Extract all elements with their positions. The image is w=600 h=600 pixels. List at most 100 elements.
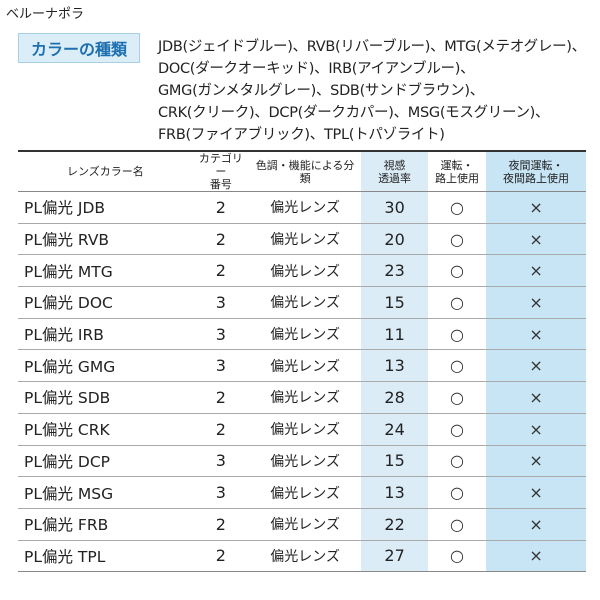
cell-type: 偏光レンズ (248, 318, 362, 351)
color-list: JDB(ジェイドブルー)、RVB(リバーブルー)、MTG(メテオグレー)、 DO… (158, 36, 598, 146)
color-list-line: DOC(ダークオーキッド)、IRB(アイアンブルー)、 (158, 61, 475, 77)
color-types-badge: カラーの種類 (18, 33, 140, 63)
cell-night-use: × (486, 286, 586, 319)
cell-category: 2 (192, 540, 249, 573)
cell-road-use: ○ (427, 191, 487, 224)
cell-visible-transmittance: 22 (361, 508, 428, 541)
cell-category: 3 (192, 476, 249, 509)
cell-night-use: × (486, 445, 586, 478)
cell-visible-transmittance: 28 (361, 381, 428, 414)
cell-lens-name: PL偏光 JDB (18, 191, 193, 224)
cell-category: 3 (192, 318, 249, 351)
cell-night-use: × (486, 413, 586, 446)
cell-category: 2 (192, 254, 249, 288)
cell-lens-name: PL偏光 SDB (18, 381, 193, 414)
cell-night-use: × (486, 254, 586, 288)
cell-night-use: × (486, 508, 586, 541)
header-road-line1: 運転・ (440, 158, 474, 172)
color-list-line: FRB(ファイアブリック)、TPL(トパゾライト) (158, 127, 445, 143)
table-row: PL偏光 FRB 2 偏光レンズ 22 ○ × (18, 508, 586, 541)
cell-lens-name: PL偏光 IRB (18, 318, 193, 351)
cell-night-use: × (486, 191, 586, 224)
header-night-line2: 夜間路上使用 (503, 171, 570, 185)
header-night-line1: 夜間運転・ (508, 158, 564, 172)
table-row: PL偏光 GMG 3 偏光レンズ 13 ○ × (18, 349, 586, 383)
cell-visible-transmittance: 15 (361, 445, 428, 478)
cell-category: 3 (192, 349, 249, 383)
header-night-use: 夜間運転・ 夜間路上使用 (486, 150, 586, 192)
cell-type: 偏光レンズ (248, 445, 362, 478)
header-category-line2: 番号 (209, 178, 232, 191)
cell-night-use: × (486, 476, 586, 509)
cell-road-use: ○ (427, 349, 487, 383)
cell-road-use: ○ (427, 445, 487, 478)
cell-type: 偏光レンズ (248, 476, 362, 509)
cell-visible-transmittance: 13 (361, 476, 428, 509)
cell-type: 偏光レンズ (248, 381, 362, 414)
table-row: PL偏光 MSG 3 偏光レンズ 13 ○ × (18, 476, 586, 509)
cell-category: 3 (192, 286, 249, 319)
cell-type: 偏光レンズ (248, 540, 362, 573)
cell-night-use: × (486, 223, 586, 256)
color-list-line: GMG(ガンメタルグレー)、SDB(サンドブラウン)、 (158, 83, 484, 99)
cell-type: 偏光レンズ (248, 508, 362, 541)
header-road-use: 運転・ 路上使用 (427, 150, 487, 192)
cell-lens-name: PL偏光 CRK (18, 413, 193, 446)
cell-visible-transmittance: 23 (361, 254, 428, 288)
header-visible-line1: 視感 (383, 158, 406, 172)
cell-visible-transmittance: 20 (361, 223, 428, 256)
cell-visible-transmittance: 13 (361, 349, 428, 383)
table-row: PL偏光 JDB 2 偏光レンズ 30 ○ × (18, 191, 586, 224)
cell-category: 2 (192, 223, 249, 256)
cell-road-use: ○ (427, 508, 487, 541)
cell-lens-name: PL偏光 MTG (18, 254, 193, 288)
cell-category: 2 (192, 381, 249, 414)
header-category-line1: カテゴリー (198, 152, 243, 178)
table-header-row: レンズカラー名 カテゴリー 番号 色調・機能による分類 視感 透過率 運転・ 路上使用… (18, 150, 586, 192)
cell-category: 2 (192, 413, 249, 446)
brand-name: ベルーナポラ (6, 7, 85, 22)
cell-road-use: ○ (427, 381, 487, 414)
table-row: PL偏光 MTG 2 偏光レンズ 23 ○ × (18, 254, 586, 288)
cell-night-use: × (486, 381, 586, 414)
cell-night-use: × (486, 349, 586, 383)
header-category: カテゴリー 番号 (192, 150, 249, 192)
cell-road-use: ○ (427, 318, 487, 351)
cell-road-use: ○ (427, 476, 487, 509)
header-road-line2: 路上使用 (434, 171, 479, 185)
cell-road-use: ○ (427, 223, 487, 256)
cell-road-use: ○ (427, 286, 487, 319)
cell-lens-name: PL偏光 TPL (18, 540, 193, 573)
cell-category: 3 (192, 445, 249, 478)
cell-type: 偏光レンズ (248, 286, 362, 319)
cell-visible-transmittance: 11 (361, 318, 428, 351)
table-row: PL偏光 IRB 3 偏光レンズ 11 ○ × (18, 318, 586, 351)
table-row: PL偏光 CRK 2 偏光レンズ 24 ○ × (18, 413, 586, 446)
cell-lens-name: PL偏光 DCP (18, 445, 193, 478)
cell-type: 偏光レンズ (248, 191, 362, 224)
cell-lens-name: PL偏光 GMG (18, 349, 193, 383)
cell-type: 偏光レンズ (248, 254, 362, 288)
color-list-line: CRK(クリーク)、DCP(ダークカパー)、MSG(モスグリーン)、 (158, 105, 550, 121)
cell-lens-name: PL偏光 MSG (18, 476, 193, 509)
header-type: 色調・機能による分類 (248, 150, 362, 192)
table-row: PL偏光 SDB 2 偏光レンズ 28 ○ × (18, 381, 586, 414)
table-row: PL偏光 TPL 2 偏光レンズ 27 ○ × (18, 540, 586, 573)
color-list-line: JDB(ジェイドブルー)、RVB(リバーブルー)、MTG(メテオグレー)、 (158, 39, 586, 55)
table-row: PL偏光 DOC 3 偏光レンズ 15 ○ × (18, 286, 586, 319)
header-lens-color-name: レンズカラー名 (18, 150, 193, 192)
cell-visible-transmittance: 15 (361, 286, 428, 319)
cell-lens-name: PL偏光 FRB (18, 508, 193, 541)
cell-road-use: ○ (427, 413, 487, 446)
lens-spec-table: レンズカラー名 カテゴリー 番号 色調・機能による分類 視感 透過率 運転・ 路上使用… (18, 150, 586, 573)
table-row: PL偏光 DCP 3 偏光レンズ 15 ○ × (18, 445, 586, 478)
cell-night-use: × (486, 540, 586, 573)
cell-road-use: ○ (427, 254, 487, 288)
cell-night-use: × (486, 318, 586, 351)
cell-visible-transmittance: 30 (361, 191, 428, 224)
cell-road-use: ○ (427, 540, 487, 573)
cell-type: 偏光レンズ (248, 349, 362, 383)
cell-lens-name: PL偏光 DOC (18, 286, 193, 319)
cell-category: 2 (192, 508, 249, 541)
header-visible-line2: 透過率 (378, 171, 412, 185)
